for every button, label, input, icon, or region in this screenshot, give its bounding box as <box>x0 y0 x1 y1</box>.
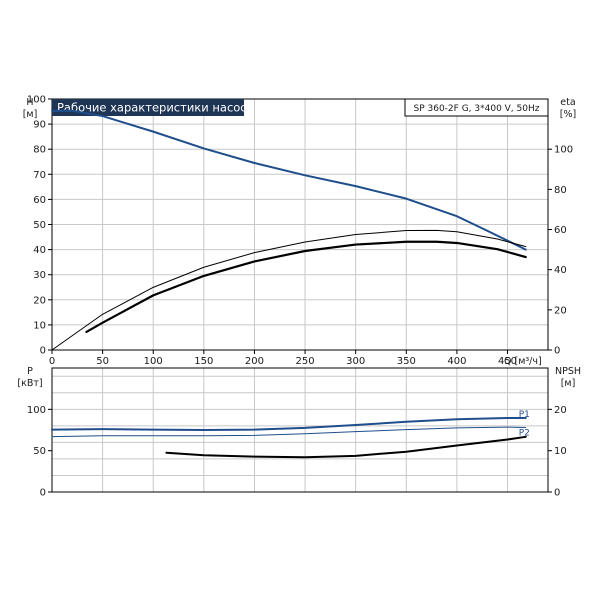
y-tick-label-left: 50 <box>33 220 46 231</box>
series-line <box>85 240 527 334</box>
x-tick-label: 400 <box>447 356 466 367</box>
y-axis-unit-right: [%] <box>560 109 576 120</box>
x-tick-label: 50 <box>96 356 109 367</box>
y-axis-title-right: NPSH <box>555 366 581 377</box>
series-line <box>51 426 527 438</box>
y-tick-label-right: 0 <box>554 346 560 357</box>
y-tick-label-right: 40 <box>554 265 567 276</box>
x-tick-label: 100 <box>144 356 163 367</box>
right-axis: 0 20 40 60 80 100 <box>548 145 573 357</box>
series-line <box>165 435 527 459</box>
y-axis-title-right: eta <box>560 97 575 108</box>
y-axis-unit-left: [кВт] <box>17 378 42 389</box>
x-axis-title: Q [м³/ч] <box>504 356 542 367</box>
series-line <box>51 229 527 351</box>
x-axis: 0 50 100 150 200 250 300 350 400 450 <box>49 350 517 367</box>
y-tick-label-left: 10 <box>33 320 46 331</box>
upper-chart: 0102030405060708090100020406080100H[м]et… <box>23 95 577 368</box>
y-tick-label-left: 90 <box>33 120 46 131</box>
y-tick-label-left: 0 <box>40 488 46 499</box>
y-tick-label-left: 70 <box>33 170 46 181</box>
subtitle-box <box>404 98 549 117</box>
y-axis-title-left: P <box>27 366 33 377</box>
y-tick-label-left: 40 <box>33 245 46 256</box>
y-tick-label-left: 60 <box>33 195 46 206</box>
y-axis-unit-left: [м] <box>23 109 38 120</box>
x-tick-label: 450 <box>498 356 517 367</box>
series-group: P1 P2 <box>51 410 530 459</box>
y-tick-label-right: 0 <box>554 488 560 499</box>
x-tick-label: 150 <box>194 356 213 367</box>
y-tick-label-right: 20 <box>554 405 567 416</box>
grid <box>52 368 548 492</box>
title-box <box>52 99 244 116</box>
y-tick-label-left: 80 <box>33 145 46 156</box>
grid <box>52 98 548 350</box>
y-tick-label-right: 60 <box>554 225 567 236</box>
left-axis: 0 50 100 <box>27 405 52 499</box>
y-tick-label-right: 20 <box>554 305 567 316</box>
series-line <box>51 109 527 251</box>
x-tick-label: 200 <box>245 356 264 367</box>
y-tick-label-left: 100 <box>27 405 46 416</box>
y-tick-label-right: 80 <box>554 185 567 196</box>
y-tick-label-left: 30 <box>33 270 46 281</box>
series-line <box>51 417 527 431</box>
series-label: P1 <box>519 410 530 420</box>
series-label: P2 <box>519 429 530 439</box>
chart-subtitle: SP 360-2F G, 3*400 V, 50Hz <box>414 104 540 114</box>
y-tick-label-left: 50 <box>33 446 46 457</box>
y-axis-title-left: H <box>26 97 33 108</box>
left-axis: 0 10 20 30 40 50 60 70 80 90 100 <box>27 95 52 357</box>
y-tick-label-right: 100 <box>554 145 573 156</box>
y-tick-label-left: 0 <box>40 346 46 357</box>
x-tick-label: 350 <box>397 356 416 367</box>
series-group <box>51 109 527 351</box>
chart-title: Рабочие характеристики насоса <box>57 101 254 115</box>
right-axis: 0 10 20 <box>548 405 567 499</box>
x-tick-label: 0 <box>49 356 55 367</box>
x-tick-label: 250 <box>296 356 315 367</box>
y-tick-label-right: 10 <box>554 446 567 457</box>
y-axis-unit-right: [м] <box>561 378 576 389</box>
lower-chart: 0 50 100 0 10 20 P[кВт] NPSH[м] P1 P2 <box>17 366 581 499</box>
y-tick-label-left: 100 <box>27 95 46 106</box>
x-tick-label: 300 <box>346 356 365 367</box>
y-tick-label-left: 20 <box>33 295 46 306</box>
